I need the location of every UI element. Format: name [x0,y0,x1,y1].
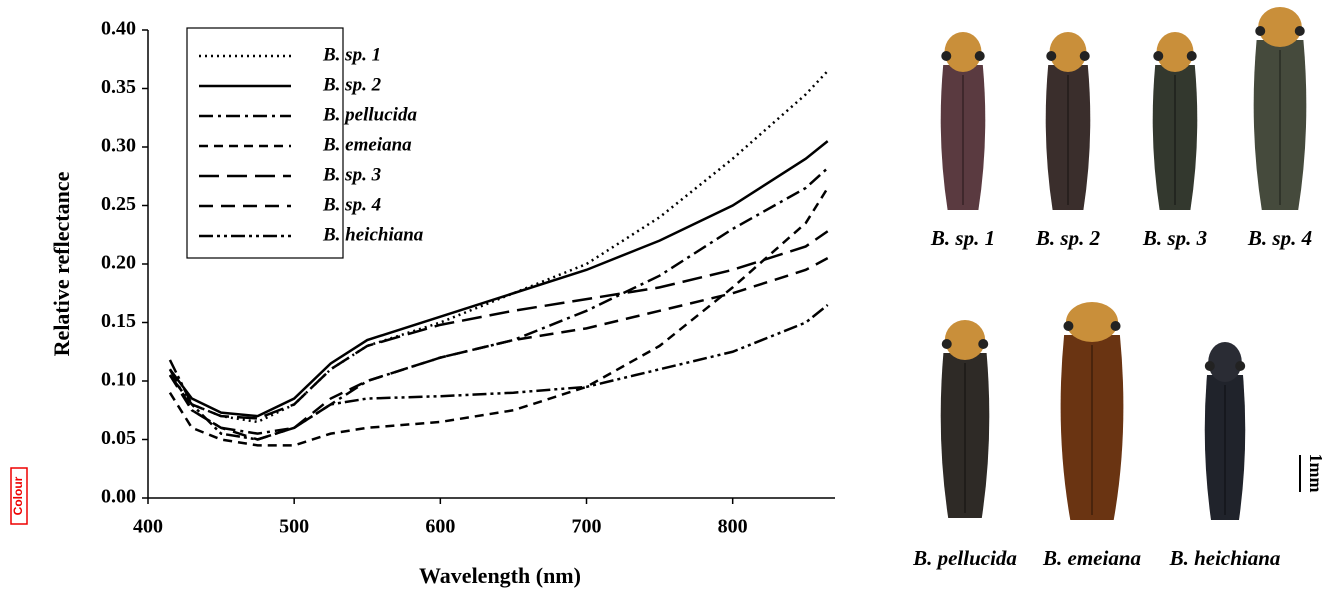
specimen-body [940,65,986,210]
scale-label: 1mm [1306,454,1326,493]
specimen-head [1065,302,1119,342]
legend-label: B. pellucida [322,104,417,125]
specimen [1253,7,1307,210]
specimen [940,320,990,518]
specimen-body [1253,40,1307,210]
y-tick-label: 0.00 [101,486,136,508]
specimen-head [944,32,982,72]
specimen-body [1060,335,1124,520]
specimen-eye [1255,26,1266,36]
x-tick-label: 800 [718,516,748,538]
x-tick-label: 400 [133,516,163,538]
y-tick-label: 0.35 [101,76,136,98]
legend-box [186,27,344,259]
legend-label: B. sp. 3 [322,164,381,185]
specimen-eye [1186,51,1197,61]
specimen-label: B. emeiana [1042,546,1141,570]
y-tick-label: 0.25 [101,193,136,215]
specimen-label: B. sp. 4 [1247,226,1312,250]
specimen-body [1204,375,1246,520]
y-tick-label: 0.40 [101,18,136,40]
specimen-label: B. pellucida [912,546,1017,570]
specimen-head [1156,32,1194,72]
specimen-eye [941,51,952,61]
legend-label: B. heichiana [322,224,424,245]
specimen-body [1045,65,1091,210]
series-line [168,230,829,420]
badge-text: Colour [11,476,25,515]
series-line [168,140,829,418]
specimen-eye [1110,321,1121,331]
specimen-eye [1153,51,1164,61]
legend-label: B. emeiana [322,134,412,155]
specimen-eye [1079,51,1090,61]
specimen-body [940,353,990,518]
specimen [940,32,986,210]
legend-label: B. sp. 4 [322,194,381,215]
specimen-label: B. sp. 1 [930,226,995,250]
x-tick-label: 600 [425,516,455,538]
y-tick-label: 0.30 [101,135,136,157]
specimen-label: B. sp. 2 [1035,226,1101,250]
specimen [1204,342,1246,520]
legend-label: B. sp. 1 [322,44,381,65]
specimen-eye [1235,361,1246,371]
specimen-eye [978,339,989,349]
specimen-eye [1063,321,1074,331]
series-line [168,257,829,441]
specimen-eye [1204,361,1215,371]
specimen [1045,32,1091,210]
specimen [1060,302,1124,520]
specimen-head [944,320,986,360]
specimen-label: B. heichiana [1169,546,1281,570]
specimen-eye [1046,51,1057,61]
specimen-head [1258,7,1302,47]
legend-label: B. sp. 2 [322,74,382,95]
y-tick-label: 0.20 [101,252,136,274]
specimen-eye [1294,26,1305,36]
specimen-eye [941,339,952,349]
specimen-eye [974,51,985,61]
x-axis-label: Wavelength (nm) [419,563,581,588]
y-tick-label: 0.15 [101,310,136,332]
y-tick-label: 0.10 [101,369,136,391]
x-tick-label: 700 [572,516,602,538]
specimen-head [1049,32,1087,72]
x-tick-label: 500 [279,516,309,538]
scale-bar: 1mm [1299,454,1326,493]
y-axis-label: Relative reflectance [49,171,74,356]
specimen-head [1208,342,1242,382]
badge: Colour [10,467,28,525]
y-tick-label: 0.05 [101,427,136,449]
specimen-body [1152,65,1198,210]
specimen-label: B. sp. 3 [1142,226,1207,250]
series-line [168,303,829,441]
specimen [1152,32,1198,210]
